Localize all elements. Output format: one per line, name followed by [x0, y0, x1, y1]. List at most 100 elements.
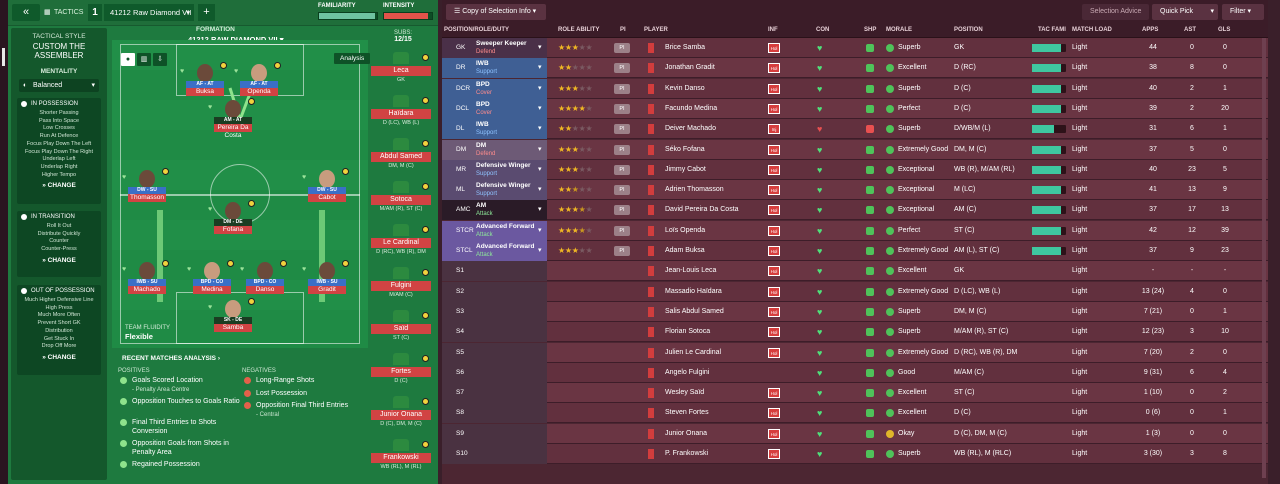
- player-instructions-icon[interactable]: PI: [614, 225, 630, 236]
- back-button[interactable]: «: [12, 4, 40, 21]
- table-row[interactable]: S1 Jean-Louis Leca Hol ♥ Excellent GK Light - - -: [442, 261, 1268, 282]
- player-instructions-icon[interactable]: PI: [614, 185, 630, 196]
- col-position-role[interactable]: POSITION/ROLE/DUTY: [444, 27, 510, 33]
- sub-player[interactable]: Saïd ST (C): [371, 310, 431, 350]
- chevron-down-icon[interactable]: ▾: [538, 206, 542, 214]
- chevron-down-icon[interactable]: ▾: [538, 104, 542, 112]
- selection-advice-button[interactable]: Selection Advice: [1082, 4, 1150, 20]
- col-tac-fami[interactable]: TAC FAMI: [1038, 27, 1066, 33]
- tactic-slot-number[interactable]: 1: [88, 4, 102, 21]
- table-row[interactable]: STCL Advanced Forward Attack ▾ ★★★★★ PI Adam B…: [442, 241, 1268, 261]
- player-name[interactable]: Adrien Thomasson: [665, 186, 724, 194]
- player-token[interactable]: IWB - SU Machado ♥: [122, 260, 169, 298]
- sub-player[interactable]: Abdul Samed DM, M (C): [371, 138, 431, 178]
- sub-player[interactable]: Fortes D (C): [371, 353, 431, 393]
- quick-pick-button[interactable]: Quick Pick ▾: [1152, 4, 1218, 20]
- col-con[interactable]: CON: [816, 27, 830, 33]
- position-role-cell[interactable]: DM DM Defend ▾: [442, 139, 547, 160]
- col-role-ability[interactable]: ROLE ABILITY: [558, 27, 600, 33]
- col-pi[interactable]: PI: [620, 27, 626, 33]
- filter-button[interactable]: Filter ▾: [1222, 4, 1264, 20]
- table-row[interactable]: S3 Salis Abdul Samed Hol ♥ Superb DM, M (C) Li…: [442, 301, 1268, 322]
- in-transition-change-button[interactable]: » CHANGE: [42, 256, 76, 264]
- position-role-cell[interactable]: S7: [442, 383, 547, 404]
- player-token[interactable]: SK - DE Samba ♥: [208, 298, 255, 336]
- col-player[interactable]: PLAYER: [644, 27, 668, 33]
- col-match-load[interactable]: MATCH LOAD: [1072, 27, 1112, 33]
- position-role-cell[interactable]: S8: [442, 403, 547, 424]
- chevron-down-icon[interactable]: ▾: [538, 247, 542, 254]
- player-name[interactable]: Kevin Danso: [665, 84, 705, 92]
- analysis-button[interactable]: Analysis: [334, 53, 370, 64]
- col-inf[interactable]: INF: [768, 27, 778, 33]
- player-name[interactable]: Jonathan Gradit: [665, 64, 715, 72]
- familiarity-bar[interactable]: [318, 12, 378, 20]
- col-shp[interactable]: SHP: [864, 27, 877, 33]
- position-role-cell[interactable]: DR IWB Support ▾: [442, 58, 547, 79]
- sub-player[interactable]: Sotoca M/AM (R), ST (C): [371, 181, 431, 221]
- position-role-cell[interactable]: ML Defensive Winger Support ▾: [442, 180, 547, 201]
- sub-player[interactable]: Haïdara D (LC), WB (L): [371, 95, 431, 135]
- chevron-down-icon[interactable]: ▾: [538, 84, 542, 92]
- table-row[interactable]: DM DM Defend ▾ ★★★★★ PI Séko Fofana Hol ♥ Extreme…: [442, 139, 1268, 160]
- col-gls[interactable]: GLS: [1218, 27, 1231, 33]
- stats-view-icon[interactable]: ▥: [137, 53, 151, 66]
- table-row[interactable]: MR Defensive Winger Support ▾ ★★★★★ PI Jimmy C…: [442, 159, 1268, 180]
- player-instructions-icon[interactable]: PI: [614, 144, 630, 155]
- player-name[interactable]: Junior Onana: [665, 429, 708, 437]
- col-ast[interactable]: AST: [1184, 27, 1196, 33]
- player-instructions-icon[interactable]: PI: [614, 246, 630, 256]
- player-instructions-icon[interactable]: PI: [614, 164, 630, 175]
- chevron-down-icon[interactable]: ▾: [538, 125, 542, 133]
- position-role-cell[interactable]: GK Sweeper Keeper Defend ▾: [442, 38, 547, 58]
- scrollbar[interactable]: [1262, 38, 1266, 478]
- col-morale[interactable]: MORALE: [886, 27, 912, 33]
- position-role-cell[interactable]: STCR Advanced Forward Attack ▾: [442, 220, 547, 241]
- table-row[interactable]: DL IWB Support ▾ ★★★★★ PI Deiver Machado Inj ♥ Su…: [442, 119, 1268, 140]
- sub-player[interactable]: Frankowski WB (RL), M (RL): [371, 439, 431, 479]
- player-instructions-icon[interactable]: PI: [614, 83, 630, 94]
- position-role-cell[interactable]: S9: [442, 423, 547, 444]
- table-row[interactable]: S8 Steven Fortes Hol ♥ Excellent D (C) Light 0 …: [442, 403, 1268, 424]
- table-row[interactable]: S5 Julien Le Cardinal Hol ♥ Extremely Good D …: [442, 342, 1268, 363]
- position-role-cell[interactable]: S5: [442, 342, 547, 363]
- player-instructions-icon[interactable]: PI: [614, 124, 630, 135]
- player-token[interactable]: DW - SU Cabot ♥: [302, 168, 349, 206]
- player-name[interactable]: David Pereira Da Costa: [665, 206, 739, 214]
- player-name[interactable]: Steven Fortes: [665, 409, 709, 417]
- player-token[interactable]: DM - DE Fofana ♥: [208, 200, 255, 238]
- table-row[interactable]: AMC AM Attack ▾ ★★★★★ PI David Pereira Da Cost…: [442, 200, 1268, 221]
- chevron-down-icon[interactable]: ▾: [538, 64, 542, 72]
- position-role-cell[interactable]: DCL BPD Cover ▾: [442, 98, 547, 119]
- position-role-cell[interactable]: DCR BPD Cover ▾: [442, 78, 547, 99]
- player-instructions-icon[interactable]: PI: [614, 63, 630, 74]
- tactical-style-name[interactable]: CUSTOM THE ASSEMBLER: [32, 42, 86, 60]
- table-row[interactable]: S4 Florian Sotoca Hol ♥ Superb M/AM (R), ST (…: [442, 322, 1268, 343]
- position-role-cell[interactable]: S4: [442, 322, 547, 343]
- sub-player[interactable]: Le Cardinal D (RC), WB (R), DM: [371, 224, 431, 264]
- download-icon[interactable]: ⇩: [153, 53, 167, 66]
- position-role-cell[interactable]: S1: [442, 261, 547, 282]
- player-name[interactable]: Massadio Haïdara: [665, 287, 722, 295]
- player-name[interactable]: Jean-Louis Leca: [665, 267, 717, 275]
- player-token[interactable]: DW - SU Thomasson ♥: [122, 168, 169, 206]
- table-row[interactable]: S6 Angelo Fulgini ♥ Good M/AM (C) Light 9 (31)…: [442, 362, 1268, 383]
- player-token[interactable]: AF - AT Openda ♥: [234, 62, 281, 100]
- position-role-cell[interactable]: S2: [442, 281, 547, 302]
- player-name[interactable]: Brice Samba: [665, 44, 706, 51]
- player-name[interactable]: Facundo Medina: [665, 104, 718, 112]
- player-name[interactable]: Deiver Machado: [665, 125, 716, 133]
- player-token[interactable]: AM - AT Pereira Da Costa ♥: [208, 98, 255, 139]
- formation-dropdown[interactable]: 4121​2 Raw Diamond VII ▾: [104, 4, 194, 21]
- table-row[interactable]: GK Sweeper Keeper Defend ▾ ★★★★★ PI Brice Samb…: [442, 38, 1268, 58]
- position-role-cell[interactable]: AMC AM Attack ▾: [442, 200, 547, 221]
- player-name[interactable]: Jimmy Cabot: [665, 165, 706, 173]
- player-token[interactable]: BPD - CO Medina ♥: [187, 260, 234, 298]
- player-token[interactable]: BPD - CO Danso ♥: [240, 260, 287, 298]
- player-instructions-icon[interactable]: PI: [614, 205, 630, 216]
- view-select[interactable]: ☰ Copy of Selection Info ▾: [446, 4, 546, 20]
- position-role-cell[interactable]: S10: [442, 444, 547, 464]
- sub-player[interactable]: Fulgini M/AM (C): [371, 267, 431, 307]
- player-name[interactable]: Angelo Fulgini: [665, 368, 710, 376]
- table-row[interactable]: S2 Massadio Haïdara Hol ♥ Extremely Good D (L…: [442, 281, 1268, 302]
